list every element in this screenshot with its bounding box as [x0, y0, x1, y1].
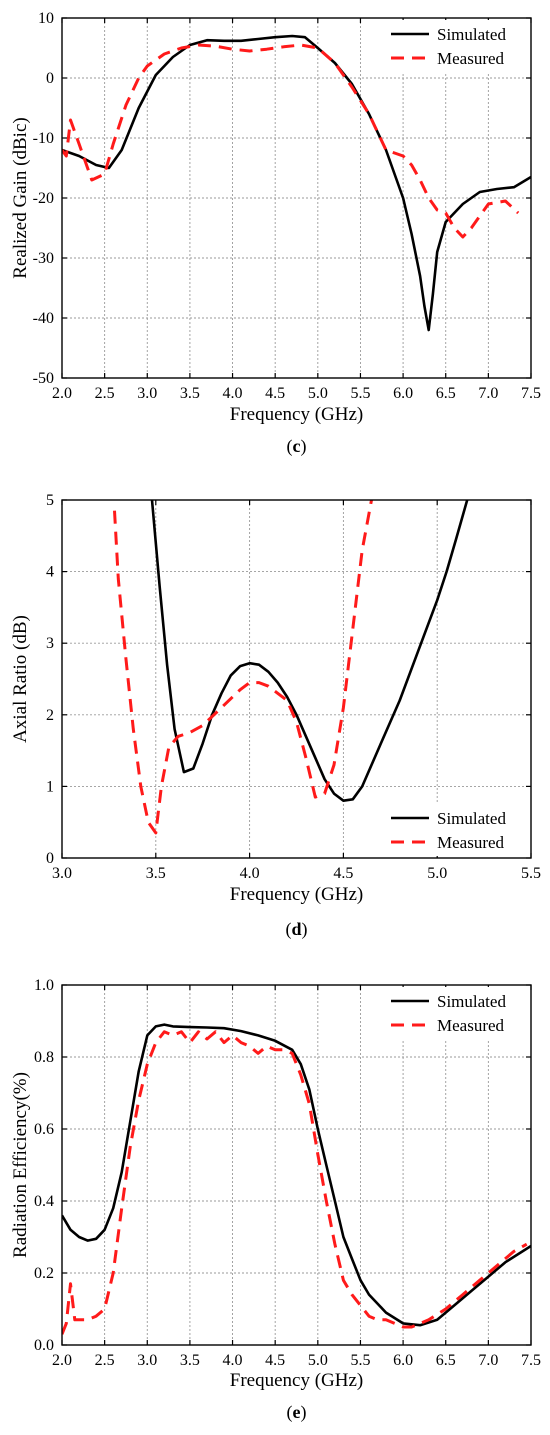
y-tick-label: 5	[46, 492, 54, 509]
plot-frame	[61, 499, 532, 859]
x-tick-label: 3.0	[137, 1352, 157, 1369]
y-tick-label: 0	[46, 850, 54, 867]
x-tick-label: 6.0	[393, 1352, 413, 1369]
y-tick-label: 4	[46, 564, 54, 581]
x-tick-label: 6.5	[436, 385, 456, 402]
x-axis-label: Frequency (GHz)	[230, 884, 363, 905]
panel-label: (e)	[287, 1402, 307, 1423]
y-tick-label: -50	[33, 370, 54, 387]
x-tick-label: 4.0	[240, 865, 260, 882]
panel-label-open: (	[287, 436, 293, 457]
series-line-measured	[62, 43, 520, 239]
x-tick-label: 5.5	[521, 865, 541, 882]
x-tick-label: 4.5	[333, 865, 353, 882]
legend-label-measured: Measured	[437, 833, 505, 852]
chart-panel-e: 2.0 2.5 3.0 3.5 4.0 4.5 5.0 5.5 6.0 6.5 7.0 7.5 0.0 0…	[10, 977, 541, 1423]
legend-box	[387, 987, 527, 1039]
chart-panel-d: 3.0 3.5 4.0 4.5 5.0 5.5 0 1 2 3 4 5 Frequency (GHz) A…	[10, 492, 541, 940]
series-line-measured	[113, 500, 373, 835]
x-axis-label: Frequency (GHz)	[230, 1370, 363, 1391]
y-tick-label: 0.2	[34, 1265, 54, 1282]
x-tick-label: 6.0	[393, 385, 413, 402]
x-tick-label: 4.5	[265, 1352, 285, 1369]
x-tick-label: 4.0	[223, 385, 243, 402]
x-tick-label: 5.0	[308, 1352, 328, 1369]
y-tick-label: 0	[46, 70, 54, 87]
x-tick-label: 7.5	[521, 1352, 541, 1369]
x-tick-label: 7.0	[478, 1352, 498, 1369]
legend-label-simulated: Simulated	[437, 809, 506, 828]
series-line-simulated	[62, 34, 531, 332]
panel-label-letter: d	[291, 919, 301, 939]
y-tick-label: -30	[33, 250, 54, 267]
x-tick-label: 5.0	[427, 865, 447, 882]
plot-frame	[61, 984, 532, 1346]
y-tick-label: 0.8	[34, 1049, 54, 1066]
x-tick-label: 4.5	[265, 385, 285, 402]
y-tick-label: 10	[38, 10, 54, 27]
y-axis-label: Axial Ratio (dB)	[10, 615, 31, 743]
x-tick-label: 2.0	[52, 385, 72, 402]
legend-label-simulated: Simulated	[437, 992, 506, 1011]
series-line-measured	[62, 1030, 528, 1335]
panel-label-letter: e	[293, 1402, 301, 1422]
x-tick-label: 5.0	[308, 385, 328, 402]
panel-label-close: )	[301, 436, 307, 457]
x-tick-label: 5.5	[350, 1352, 370, 1369]
legend-label-measured: Measured	[437, 1016, 505, 1035]
panel-label-open: (	[287, 1402, 293, 1423]
x-tick-label: 7.0	[478, 385, 498, 402]
legend-label-measured: Measured	[437, 49, 505, 68]
y-tick-label: 1.0	[34, 977, 54, 994]
y-tick-label: 0.0	[34, 1337, 54, 1354]
x-tick-label: 7.5	[521, 385, 541, 402]
x-tick-label: 3.5	[180, 1352, 200, 1369]
y-tick-label: 0.6	[34, 1121, 54, 1138]
panel-label-letter: c	[293, 436, 301, 456]
legend-label-simulated: Simulated	[437, 25, 506, 44]
x-tick-label: 6.5	[436, 1352, 456, 1369]
legend-box	[387, 804, 527, 856]
x-tick-label: 3.5	[180, 385, 200, 402]
y-tick-label: 3	[46, 635, 54, 652]
y-tick-label: -40	[33, 310, 54, 327]
y-tick-label: 1	[46, 778, 54, 795]
y-tick-label: 0.4	[34, 1193, 54, 1210]
x-tick-label: 2.5	[95, 1352, 115, 1369]
series-line-simulated	[150, 500, 469, 803]
x-tick-label: 3.5	[146, 865, 166, 882]
series-line-simulated	[62, 1023, 531, 1327]
panel-label: (c)	[287, 436, 307, 457]
x-tick-label: 3.0	[52, 865, 72, 882]
y-axis-label: Radiation Efficiency(%)	[10, 1072, 31, 1258]
chart-panel-c: 2.0 2.5 3.0 3.5 4.0 4.5 5.0 5.5 6.0 6.5 7.0 7.5 -50 -…	[10, 10, 541, 457]
x-tick-label: 2.0	[52, 1352, 72, 1369]
x-axis-label: Frequency (GHz)	[230, 404, 363, 425]
y-tick-label: -10	[33, 130, 54, 147]
y-tick-label: 2	[46, 707, 54, 724]
x-tick-label: 2.5	[95, 385, 115, 402]
panel-label-open: (	[285, 919, 291, 940]
x-tick-label: 4.0	[223, 1352, 243, 1369]
panel-label-close: )	[301, 1402, 307, 1423]
y-tick-label: -20	[33, 190, 54, 207]
panel-label-close: )	[302, 919, 308, 940]
y-axis-label: Realized Gain (dBic)	[10, 117, 31, 278]
legend-box	[387, 20, 527, 72]
x-tick-label: 3.0	[137, 385, 157, 402]
panel-label: (d)	[285, 919, 307, 940]
x-tick-label: 5.5	[350, 385, 370, 402]
